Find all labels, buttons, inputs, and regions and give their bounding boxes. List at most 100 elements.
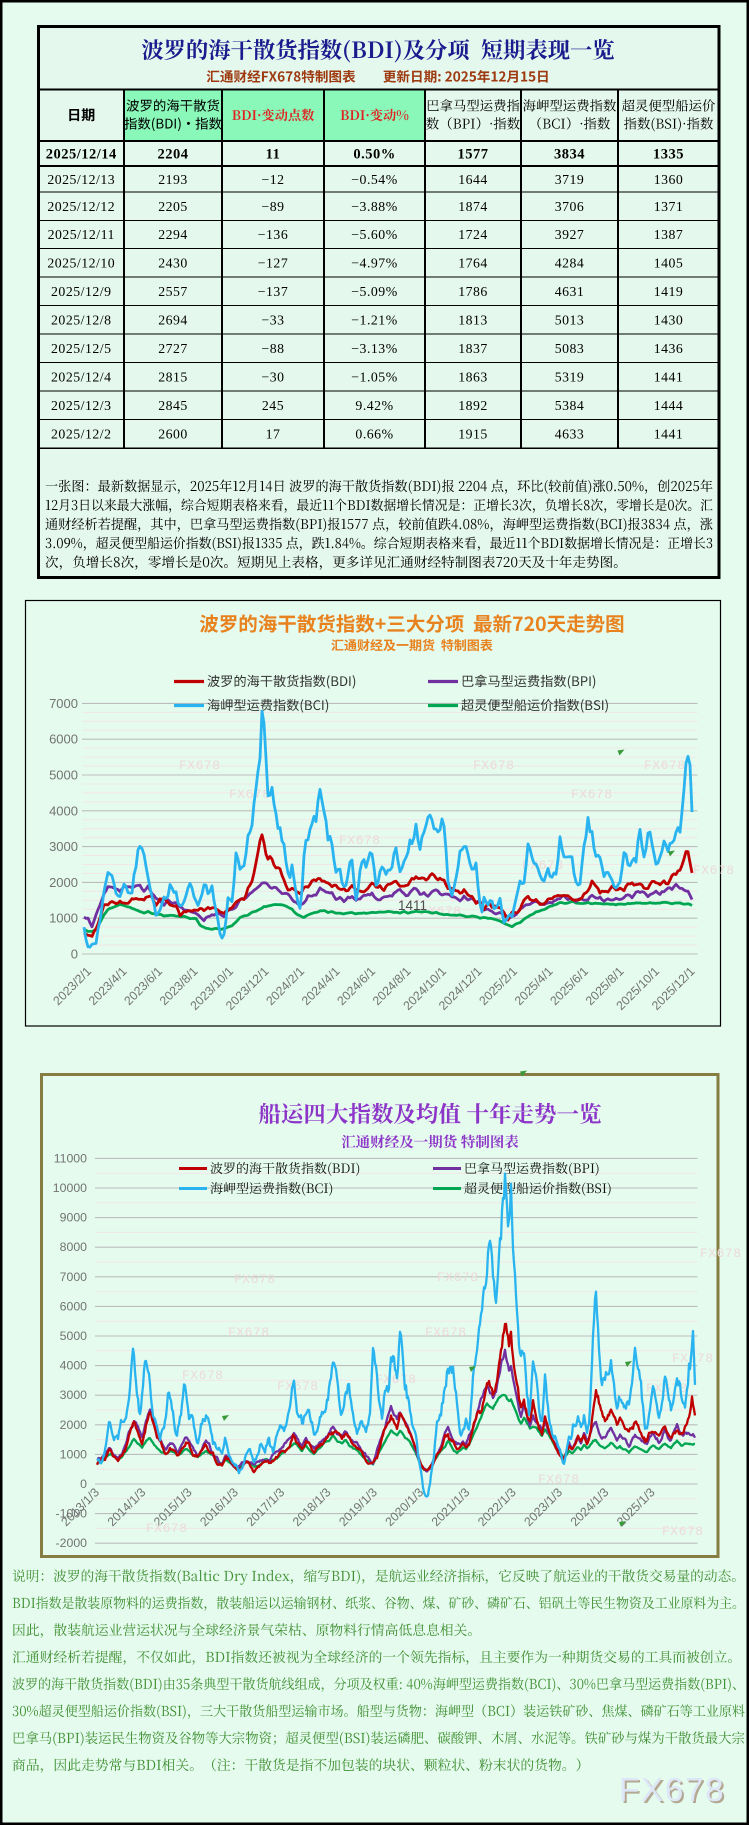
svg-text:2000: 2000 <box>60 1418 88 1432</box>
svg-text:17: 17 <box>266 426 281 441</box>
svg-text:4000: 4000 <box>49 803 78 818</box>
svg-text:FX678: FX678 <box>619 1772 725 1809</box>
svg-text:1441: 1441 <box>654 426 684 441</box>
svg-text:7000: 7000 <box>60 1270 88 1284</box>
svg-text:3834: 3834 <box>554 147 585 163</box>
svg-text:9000: 9000 <box>60 1211 88 1225</box>
svg-text:5384: 5384 <box>555 398 585 413</box>
svg-text:2204: 2204 <box>158 147 189 163</box>
svg-text:−127: −127 <box>258 255 288 270</box>
svg-text:FX678: FX678 <box>672 1351 714 1366</box>
svg-text:5000: 5000 <box>60 1329 88 1343</box>
svg-text:4631: 4631 <box>555 284 585 299</box>
svg-text:FX678: FX678 <box>146 1521 188 1536</box>
svg-text:3719: 3719 <box>555 172 585 187</box>
svg-text:−33: −33 <box>261 312 284 327</box>
svg-text:-1000: -1000 <box>56 1507 88 1521</box>
svg-text:2025/12/11: 2025/12/11 <box>48 227 115 242</box>
svg-text:2025/12/10: 2025/12/10 <box>47 255 115 270</box>
svg-text:2025/12/13: 2025/12/13 <box>47 172 115 187</box>
svg-text:FX678: FX678 <box>375 1372 417 1387</box>
svg-text:0.66%: 0.66% <box>355 426 393 441</box>
svg-text:−5.09%: −5.09% <box>351 284 397 299</box>
svg-text:−1.05%: −1.05% <box>351 369 397 384</box>
svg-text:245: 245 <box>262 398 284 413</box>
svg-text:−3.13%: −3.13% <box>351 341 397 356</box>
svg-text:4633: 4633 <box>555 426 585 441</box>
svg-text:1644: 1644 <box>458 172 488 187</box>
svg-text:1430: 1430 <box>654 312 684 327</box>
svg-text:FX678: FX678 <box>182 1368 224 1383</box>
svg-text:6000: 6000 <box>60 1299 88 1313</box>
svg-text:1371: 1371 <box>654 199 684 214</box>
svg-text:1874: 1874 <box>458 199 488 214</box>
svg-text:1000: 1000 <box>60 1447 88 1461</box>
svg-text:2025/12/9: 2025/12/9 <box>51 284 111 299</box>
svg-text:1892: 1892 <box>458 398 488 413</box>
svg-text:1441: 1441 <box>654 369 684 384</box>
svg-text:2025/12/5: 2025/12/5 <box>51 341 111 356</box>
svg-text:0.50%: 0.50% <box>353 147 395 163</box>
svg-text:3927: 3927 <box>555 227 585 242</box>
svg-text:2025/12/14: 2025/12/14 <box>46 147 117 163</box>
svg-text:−0.54%: −0.54% <box>351 172 397 187</box>
svg-text:3000: 3000 <box>49 839 78 854</box>
svg-text:3706: 3706 <box>555 199 585 214</box>
svg-text:1863: 1863 <box>458 369 488 384</box>
svg-text:FX678: FX678 <box>437 1270 479 1285</box>
svg-text:5000: 5000 <box>49 768 78 783</box>
svg-text:−137: −137 <box>258 284 288 299</box>
svg-text:-2000: -2000 <box>56 1536 88 1550</box>
svg-text:FX678: FX678 <box>644 758 686 773</box>
svg-text:2025/12/4: 2025/12/4 <box>51 369 111 384</box>
svg-text:2694: 2694 <box>158 312 188 327</box>
svg-text:−30: −30 <box>261 369 284 384</box>
svg-text:FX678: FX678 <box>179 758 221 773</box>
svg-text:−3.88%: −3.88% <box>351 199 397 214</box>
svg-text:2205: 2205 <box>158 199 188 214</box>
svg-text:10000: 10000 <box>53 1181 87 1195</box>
svg-text:4000: 4000 <box>60 1359 88 1373</box>
svg-text:7000: 7000 <box>49 696 78 711</box>
svg-text:FX678: FX678 <box>700 1246 742 1261</box>
svg-text:FX678: FX678 <box>473 758 515 773</box>
svg-text:2727: 2727 <box>158 341 188 356</box>
svg-text:1577: 1577 <box>458 147 489 163</box>
svg-text:6000: 6000 <box>49 732 78 747</box>
svg-text:1000: 1000 <box>49 911 78 926</box>
svg-text:FX678: FX678 <box>425 1325 467 1340</box>
svg-text:FX678: FX678 <box>234 1272 276 1287</box>
svg-text:FX678: FX678 <box>693 863 735 878</box>
svg-text:2600: 2600 <box>158 426 188 441</box>
svg-text:1837: 1837 <box>458 341 488 356</box>
svg-text:1786: 1786 <box>458 284 488 299</box>
svg-text:FX678: FX678 <box>339 833 381 848</box>
svg-text:−5.60%: −5.60% <box>351 227 397 242</box>
svg-text:2430: 2430 <box>158 255 188 270</box>
svg-text:0: 0 <box>80 1477 87 1491</box>
svg-text:2025/12/2: 2025/12/2 <box>51 426 111 441</box>
svg-text:2193: 2193 <box>158 172 188 187</box>
svg-text:2294: 2294 <box>158 227 188 242</box>
svg-text:8000: 8000 <box>60 1240 88 1254</box>
svg-text:1335: 1335 <box>653 147 684 163</box>
svg-text:1411: 1411 <box>398 898 427 913</box>
svg-text:2025/12/8: 2025/12/8 <box>51 312 111 327</box>
svg-text:9.42%: 9.42% <box>355 398 393 413</box>
svg-text:2025/12/12: 2025/12/12 <box>47 199 115 214</box>
svg-text:−1.21%: −1.21% <box>351 312 397 327</box>
svg-text:1915: 1915 <box>458 426 488 441</box>
svg-text:5319: 5319 <box>555 369 585 384</box>
svg-text:FX678: FX678 <box>571 787 613 802</box>
svg-text:4284: 4284 <box>555 255 585 270</box>
svg-text:FX678: FX678 <box>621 1774 727 1811</box>
svg-text:FX678: FX678 <box>229 787 271 802</box>
svg-text:11: 11 <box>266 147 281 163</box>
svg-text:2557: 2557 <box>158 284 188 299</box>
svg-text:FX678: FX678 <box>662 1524 704 1539</box>
svg-text:−88: −88 <box>261 341 284 356</box>
svg-text:11000: 11000 <box>54 1151 87 1165</box>
svg-text:3000: 3000 <box>60 1388 88 1402</box>
svg-text:1419: 1419 <box>654 284 684 299</box>
svg-text:1813: 1813 <box>458 312 488 327</box>
